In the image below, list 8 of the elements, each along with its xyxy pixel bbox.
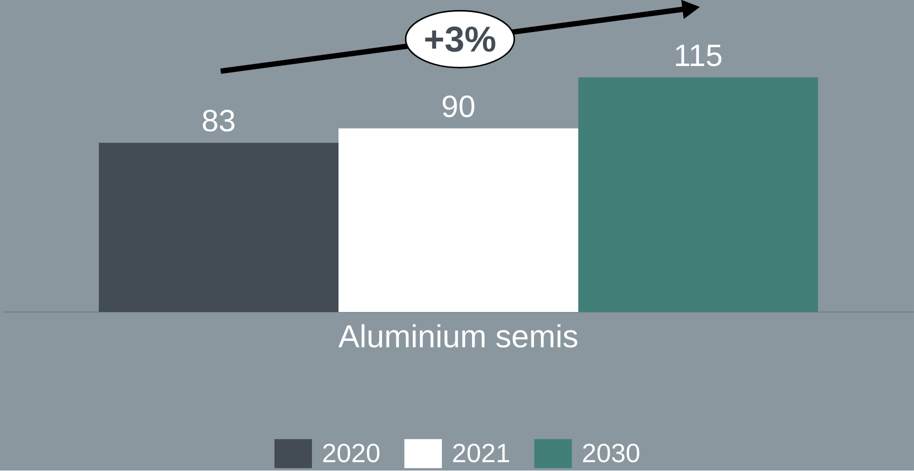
data-label: 115 <box>676 44 722 66</box>
text: +3% <box>425 26 496 52</box>
legend-label: 2021 <box>453 444 510 463</box>
legend-label: 2020 <box>323 444 380 463</box>
data-label: 83 <box>202 110 234 132</box>
x-axis-title: Aluminium semis <box>338 324 578 348</box>
data-label: 90 <box>442 96 474 118</box>
legend-label: 2030 <box>583 444 640 463</box>
